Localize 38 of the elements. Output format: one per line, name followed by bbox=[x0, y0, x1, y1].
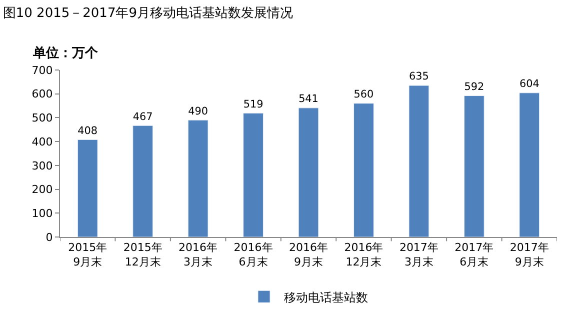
x-tick-label: 2016年 12月末 bbox=[344, 241, 384, 268]
x-tick-label: 2017年 3月末 bbox=[399, 241, 438, 268]
bar bbox=[354, 103, 374, 237]
data-label: 467 bbox=[132, 110, 153, 123]
data-label: 560 bbox=[354, 88, 374, 101]
bar bbox=[298, 108, 319, 237]
bar bbox=[77, 139, 98, 237]
x-tick-label: 2016年 9月末 bbox=[289, 241, 328, 268]
data-label: 604 bbox=[519, 78, 540, 90]
data-label: 519 bbox=[243, 98, 264, 110]
chart-title: 图10 2015－2017年9月移动电话基站数发展情况 bbox=[2, 6, 294, 22]
y-tick-label: 500 bbox=[32, 112, 53, 125]
y-tick-label: 100 bbox=[32, 206, 53, 220]
y-axis-title: 单位：万个 bbox=[32, 45, 99, 61]
bar bbox=[408, 85, 430, 237]
y-tick-label: 600 bbox=[32, 88, 53, 101]
x-tick-label: 2017年 9月末 bbox=[510, 241, 549, 268]
x-tick-label: 2016年 3月末 bbox=[178, 241, 218, 268]
y-tick-label: 200 bbox=[32, 183, 53, 196]
legend-label: 移动电话基站数 bbox=[284, 290, 368, 304]
x-tick-label: 2015年 12月末 bbox=[123, 241, 162, 268]
data-label: 592 bbox=[464, 80, 484, 93]
y-tick-label: 700 bbox=[32, 64, 53, 77]
bar bbox=[188, 120, 208, 237]
bar bbox=[464, 96, 484, 237]
bar bbox=[132, 125, 154, 237]
bar bbox=[519, 92, 540, 237]
x-tick-label: 2015年 9月末 bbox=[68, 241, 108, 268]
y-tick-label: 0 bbox=[46, 230, 53, 244]
data-label: 408 bbox=[78, 124, 98, 137]
data-label: 635 bbox=[409, 70, 429, 83]
bar bbox=[243, 112, 264, 237]
y-tick-label: 300 bbox=[32, 159, 53, 172]
data-label: 490 bbox=[188, 105, 208, 118]
y-tick-label: 400 bbox=[32, 135, 53, 148]
x-tick-label: 2016年 6月末 bbox=[234, 241, 273, 268]
x-tick-label: 2017年 6月末 bbox=[454, 241, 494, 268]
data-label: 541 bbox=[298, 93, 318, 106]
